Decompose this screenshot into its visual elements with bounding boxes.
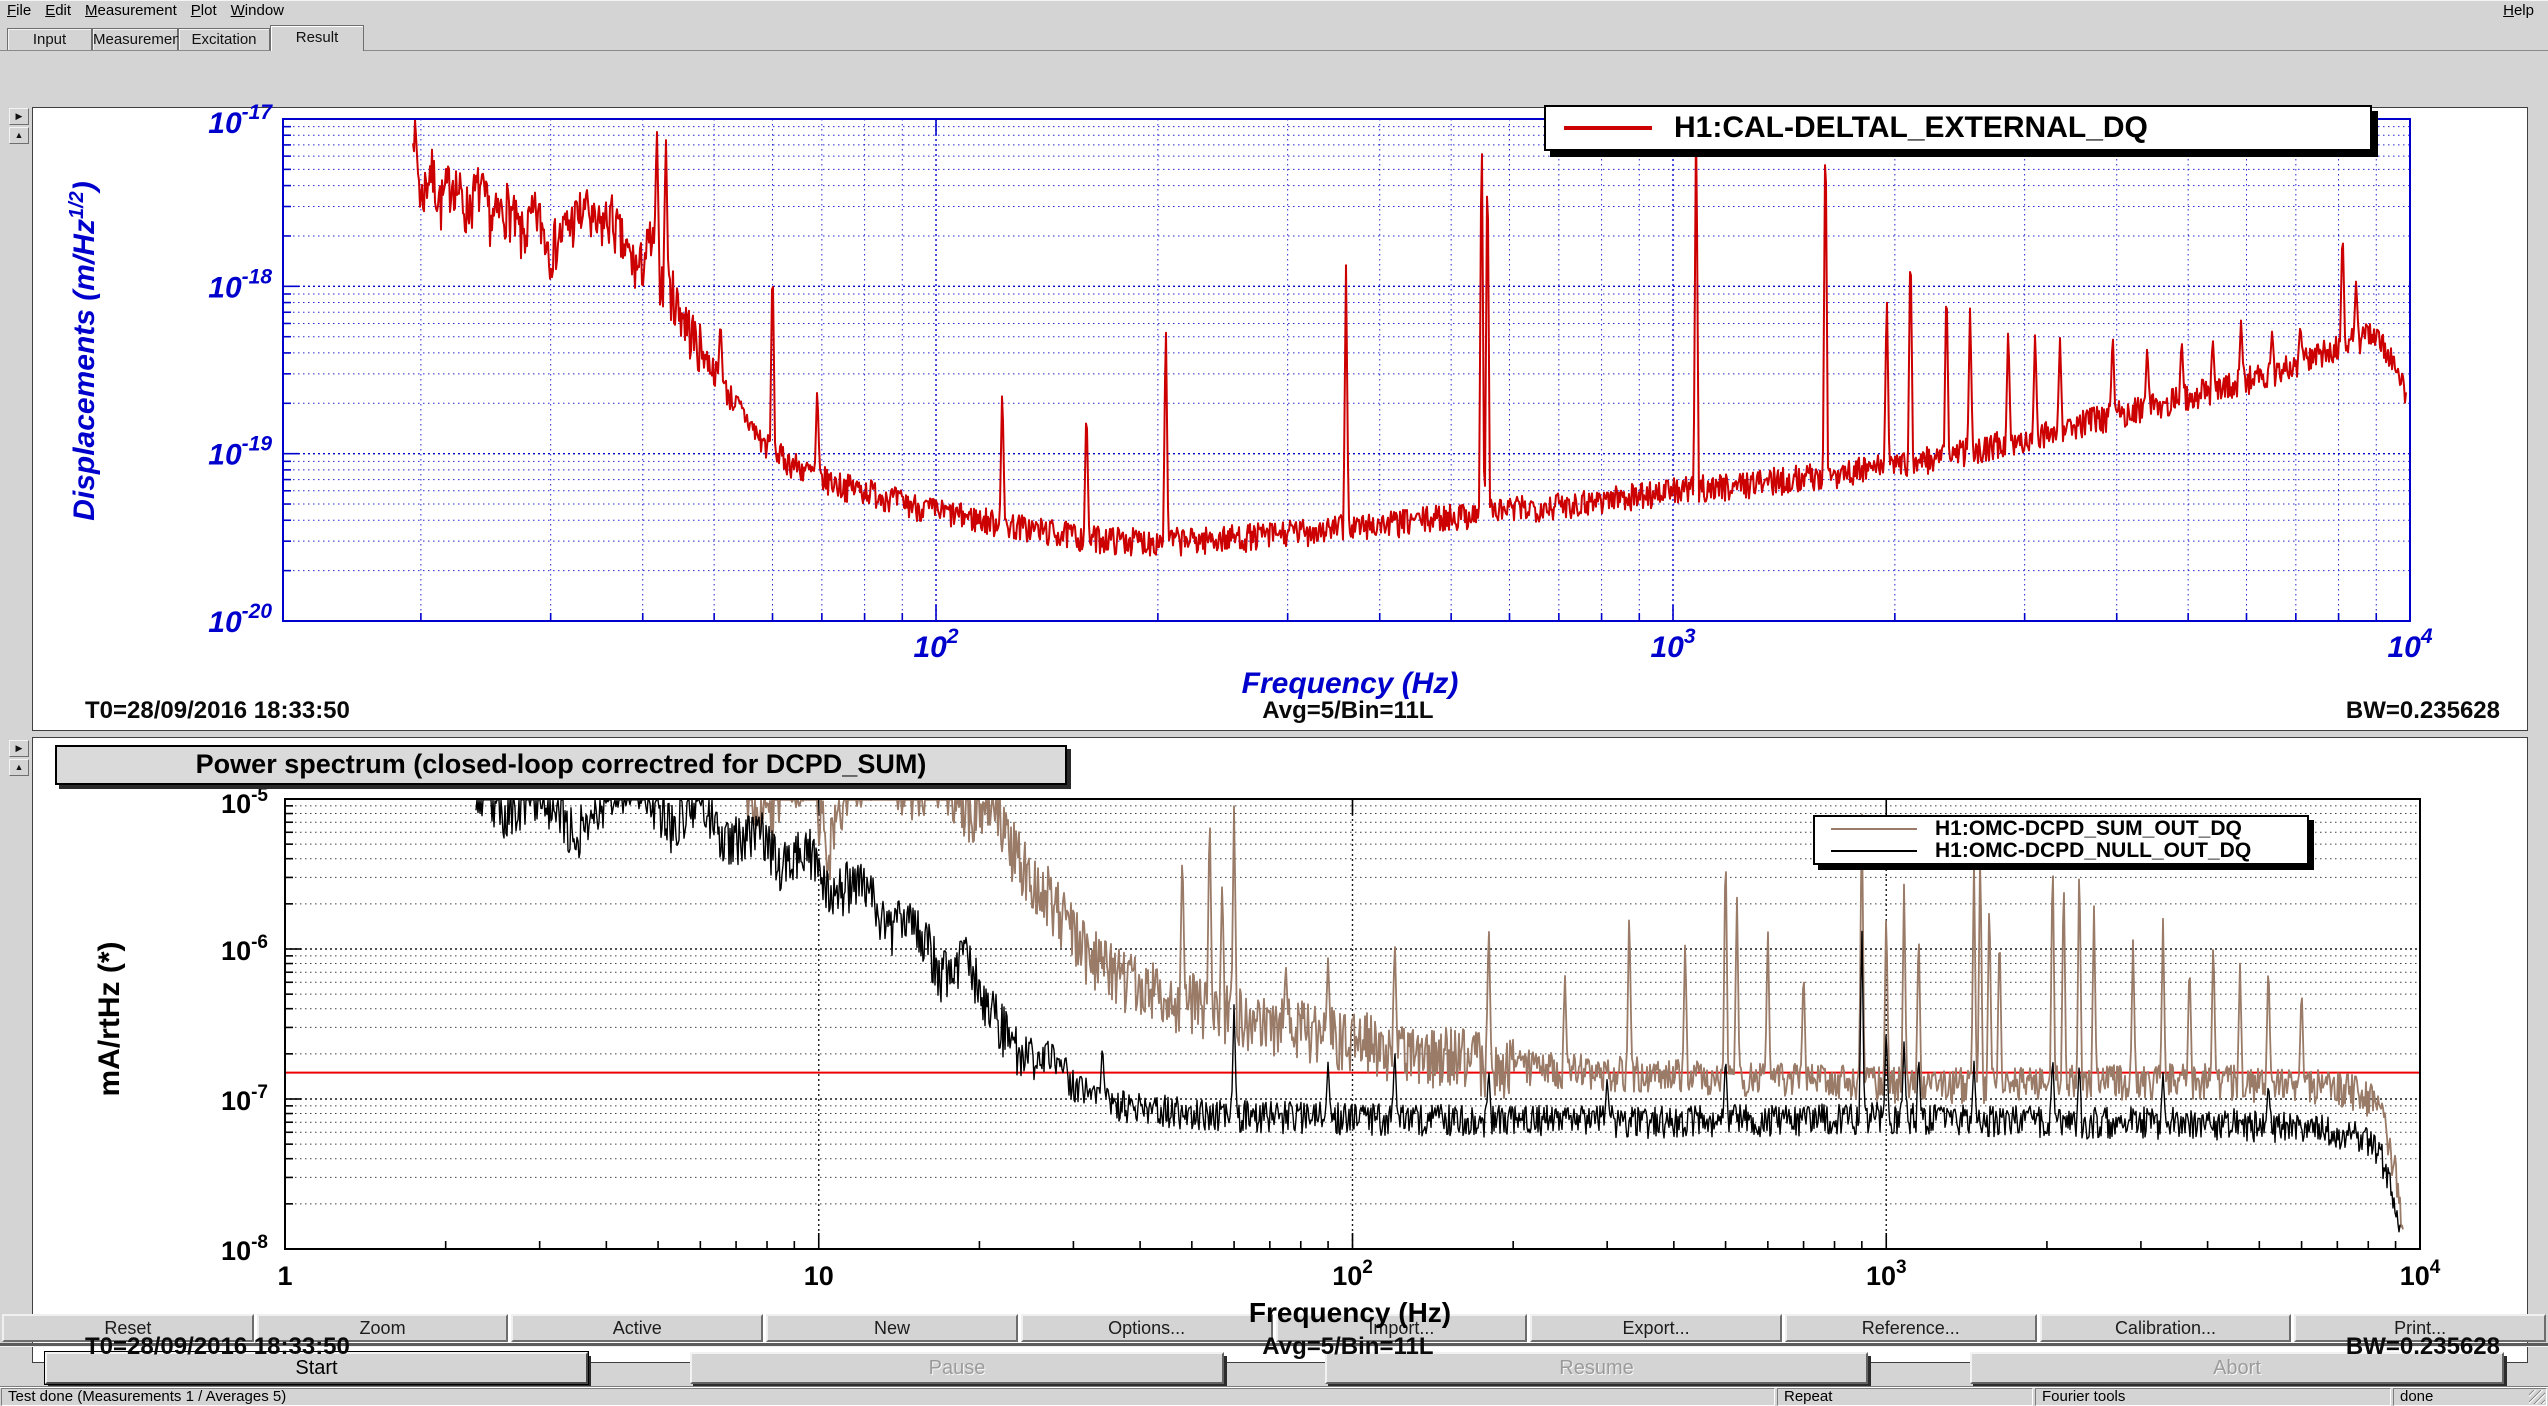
pause-button[interactable]: Pause	[690, 1352, 1224, 1384]
status-bar: Test done (Measurements 1 / Averages 5) …	[0, 1386, 2548, 1406]
bottom-plot-footer: T0=28/09/2016 18:33:50 Avg=5/Bin=11L BW=…	[32, 1333, 2526, 1360]
legend-row: H1:OMC-DCPD_SUM_OUT_DQ	[1815, 816, 2307, 840]
pane2-expand-button[interactable]: ▶	[9, 740, 29, 757]
menu-item-edit[interactable]: Edit	[45, 2, 72, 19]
top-plot-footer: T0=28/09/2016 18:33:50 Avg=5/Bin=11L BW=…	[32, 697, 2526, 724]
pane-collapse-icon: ▲	[14, 130, 24, 140]
resume-button[interactable]: Resume	[1325, 1352, 1868, 1384]
toolbar-button-new[interactable]: New	[766, 1314, 1018, 1342]
bottom-plot-title: Power spectrum (closed-loop correctred f…	[55, 745, 1067, 785]
status-message: Test done (Measurements 1 / Averages 5)	[1, 1388, 1775, 1406]
top-plot-x-axis-title: Frequency (Hz)	[1241, 667, 1459, 700]
bandwidth-info: BW=0.235628	[2345, 697, 2500, 724]
plot-toolbar: Reset Zoom Active New Options... Import... Exp…	[0, 1314, 2548, 1342]
tab-excitation[interactable]: Excitation	[178, 28, 270, 50]
menu-bar: File Edit Measurement Plot Window Help	[0, 0, 2548, 23]
toolbar-button-import[interactable]: Import...	[1275, 1314, 1528, 1342]
legend-entry-label: H1:CAL-DELTAL_EXTERNAL_DQ	[1674, 111, 2148, 144]
menu-items: File Edit Measurement Plot Window	[0, 2, 291, 19]
toolbar-button-reset[interactable]: Reset	[2, 1314, 254, 1342]
resize-grip[interactable]	[2529, 1390, 2545, 1404]
menu-item-file[interactable]: File	[7, 2, 32, 19]
menu-item-plot[interactable]: Plot	[190, 2, 217, 19]
top-plot-y-axis-title: Displacements (m/Hz1/2)	[66, 181, 101, 521]
pane-expand-icon: ▶	[15, 111, 23, 121]
legend-entry-label: H1:OMC-DCPD_SUM_OUT_DQ	[1935, 816, 2242, 840]
start-button[interactable]: Start	[44, 1351, 589, 1385]
toolbar-button-export[interactable]: Export...	[1530, 1314, 1782, 1342]
legend-entry-label: H1:OMC-DCPD_NULL_OUT_DQ	[1935, 839, 2252, 863]
toolbar-button-print[interactable]: Print...	[2294, 1314, 2547, 1342]
avg-bin-info: Avg=5/Bin=11L	[1262, 697, 1434, 724]
menu-item-help[interactable]: Help	[2503, 2, 2534, 19]
status-repeat: Repeat	[1777, 1388, 2033, 1406]
toolbar-button-active[interactable]: Active	[511, 1314, 764, 1342]
tab-bar: Input Measurement Excitation Result	[0, 22, 2548, 51]
t0-timestamp: T0=28/09/2016 18:33:50	[85, 1333, 350, 1360]
toolbar-button-options[interactable]: Options...	[1020, 1314, 1273, 1342]
row-separator	[0, 1343, 2548, 1346]
pane1-expand-button[interactable]: ▶	[9, 108, 29, 125]
menu-item-window[interactable]: Window	[230, 2, 284, 19]
legend-row: H1:OMC-DCPD_NULL_OUT_DQ	[1815, 839, 2307, 863]
bottom-plot-x-axis-title: Frequency (Hz)	[1248, 1297, 1452, 1328]
status-fourier-tools: Fourier tools	[2035, 1388, 2391, 1406]
legend-line-sample	[1831, 827, 1917, 830]
top-plot-legend: H1:CAL-DELTAL_EXTERNAL_DQ	[1544, 105, 2372, 151]
toolbar-button-zoom[interactable]: Zoom	[256, 1314, 509, 1342]
status-state: done	[2393, 1388, 2547, 1406]
tab-input[interactable]: Input	[7, 28, 92, 50]
pane2-collapse-button[interactable]: ▲	[9, 759, 29, 776]
tab-result[interactable]: Result	[270, 25, 364, 51]
tab-measurement[interactable]: Measurement	[92, 28, 185, 50]
avg-bin-info: Avg=5/Bin=11L	[1262, 1333, 1434, 1360]
pane1-collapse-button[interactable]: ▲	[9, 127, 29, 144]
abort-button[interactable]: Abort	[1970, 1352, 2504, 1384]
t0-timestamp: T0=28/09/2016 18:33:50	[85, 697, 350, 724]
plot-workspace: ▶ ▲ ▶ ▲ 102 103 104 10-17 10-18 10-19 10-20 1 10…	[0, 50, 2548, 1363]
menu-item-measurement[interactable]: Measurement	[85, 2, 177, 19]
legend-line-sample	[1831, 850, 1917, 853]
toolbar-button-calibration[interactable]: Calibration...	[2039, 1314, 2292, 1342]
bottom-plot-legend: H1:OMC-DCPD_SUM_OUT_DQ H1:OMC-DCPD_NULL_…	[1813, 815, 2309, 865]
legend-line-sample	[1564, 126, 1652, 130]
bottom-plot-y-axis-title: mA/rtHz (*)	[93, 941, 126, 1097]
pane-expand-icon: ▶	[15, 743, 23, 753]
pane-collapse-icon: ▲	[14, 762, 24, 772]
bandwidth-info: BW=0.235628	[2345, 1333, 2500, 1360]
toolbar-button-reference[interactable]: Reference...	[1784, 1314, 2037, 1342]
plot-canvas-top[interactable]	[32, 107, 2528, 731]
